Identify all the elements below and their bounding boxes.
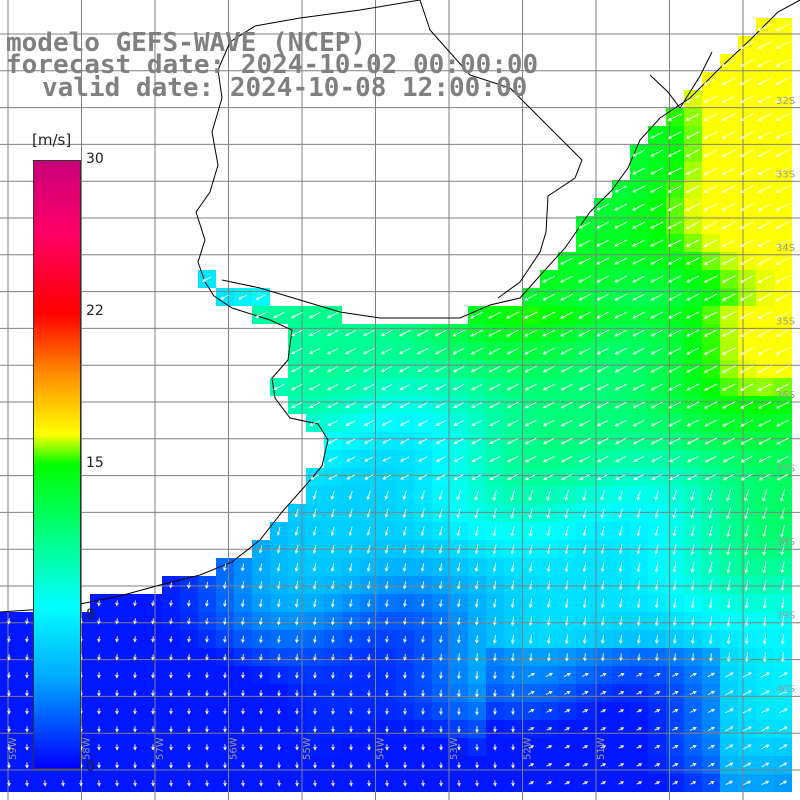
coastline bbox=[0, 0, 421, 613]
border-north bbox=[649, 51, 713, 109]
valid-date: valid date: 2024-10-08 12:00:00 bbox=[42, 73, 528, 103]
wind-vectors bbox=[7, 23, 790, 787]
colorbar-tick-8: 8 bbox=[86, 607, 95, 623]
coastline-uruguay bbox=[221, 0, 800, 319]
lat-label: 36S bbox=[776, 390, 795, 401]
lat-label: 40S bbox=[776, 684, 795, 695]
lon-label: 51W bbox=[596, 737, 607, 760]
lon-label: 58W bbox=[82, 737, 93, 760]
forecast-date: forecast date: 2024-10-02 00:00:00 bbox=[6, 50, 539, 80]
lon-label: 57W bbox=[155, 737, 166, 760]
colorbar-tick-30: 30 bbox=[86, 151, 104, 167]
lon-label: 55W bbox=[302, 737, 313, 760]
lat-label: 37S bbox=[776, 464, 795, 475]
latitude-labels: 32S 33S 34S 35S 36S 37S 38S 39S 40S bbox=[776, 96, 795, 695]
lon-label: 56W bbox=[229, 737, 240, 760]
colorbar-unit: [m/s] bbox=[32, 131, 72, 149]
lat-label: 35S bbox=[776, 317, 795, 328]
lon-label: 59W bbox=[8, 737, 19, 760]
lon-label: 52W bbox=[523, 737, 534, 760]
colorbar bbox=[33, 160, 81, 769]
colorbar-tick-15: 15 bbox=[86, 455, 104, 471]
lat-label: 33S bbox=[776, 170, 795, 181]
colorbar-tick-0: 0 bbox=[86, 759, 95, 775]
lon-label: 53W bbox=[449, 737, 460, 760]
lat-label: 38S bbox=[776, 537, 795, 548]
lat-label: 39S bbox=[776, 611, 795, 622]
lat-label: 32S bbox=[776, 96, 795, 107]
river-border bbox=[419, 0, 583, 299]
colorbar-tick-22: 22 bbox=[86, 303, 104, 319]
model-title: modelo GEFS-WAVE (NCEP) bbox=[6, 28, 367, 58]
lon-label: 54W bbox=[376, 737, 387, 760]
lat-label: 34S bbox=[776, 243, 795, 254]
longitude-labels: 59W 58W 57W 56W 55W 54W 53W 52W 51W bbox=[8, 737, 607, 760]
